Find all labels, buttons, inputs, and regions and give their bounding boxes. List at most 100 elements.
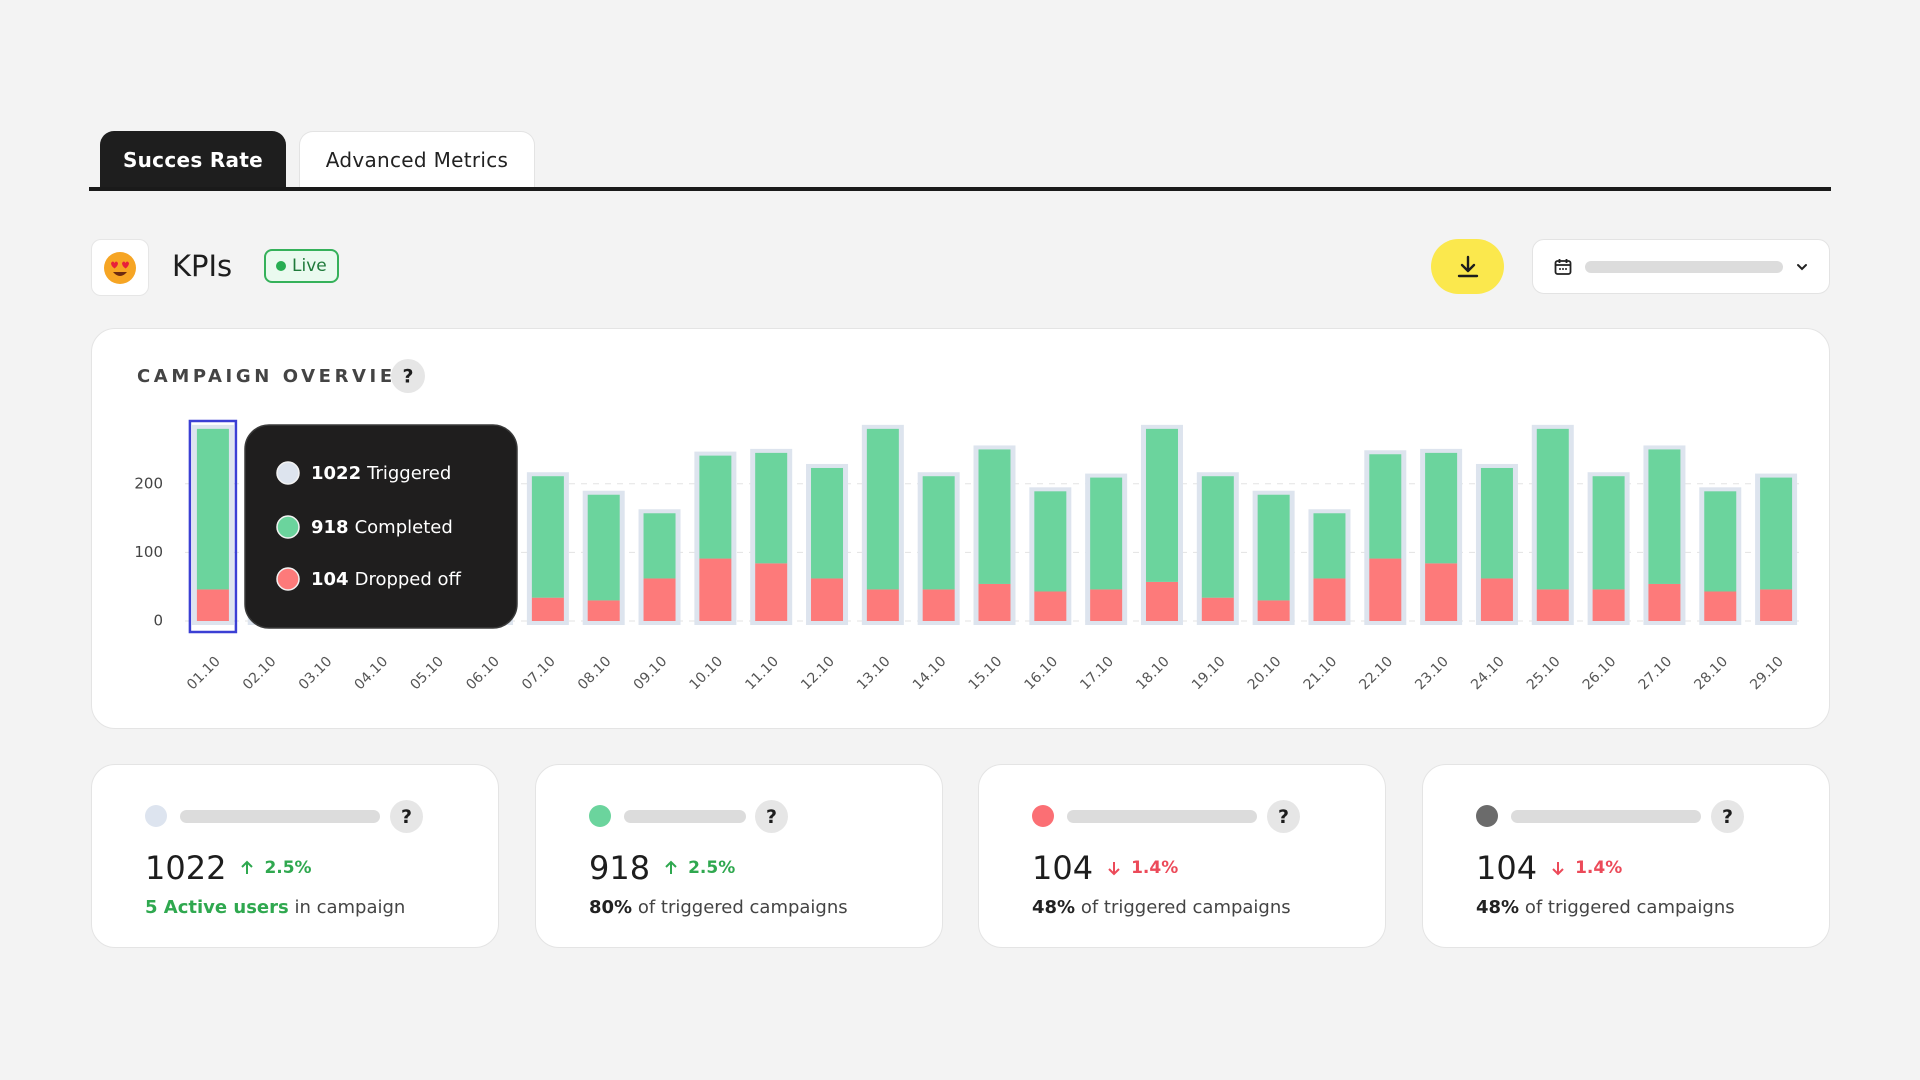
card-change: 1.4% (1131, 858, 1179, 878)
dropped-bar (1480, 578, 1513, 621)
dropped-bar (1201, 597, 1234, 621)
x-tick-label: 10.10 (687, 654, 727, 694)
card-placeholder (624, 810, 746, 823)
completed-bar (1425, 452, 1458, 564)
card-value: 104 (1032, 849, 1094, 887)
chevron-icon (1797, 263, 1807, 270)
completed-bar (1760, 477, 1793, 590)
tooltip-box (244, 424, 518, 629)
x-tick-label: 09.10 (631, 654, 671, 694)
x-tick-label: 28.10 (1691, 654, 1731, 694)
card-placeholder (1067, 810, 1257, 823)
calendar-icon (1554, 258, 1572, 275)
tooltip-value: 918 (311, 517, 349, 538)
kpi-card: ? 918 2.5% 80% of triggered campaigns (535, 764, 943, 948)
tab[interactable]: Advanced Metrics (299, 131, 535, 188)
dropped-bar (755, 563, 788, 621)
x-tick-label: 23.10 (1412, 654, 1452, 694)
card-note: of triggered campaigns (1524, 897, 1735, 918)
dropped-bar (1145, 581, 1178, 621)
completed-bar (1704, 491, 1737, 592)
card-note: of triggered campaigns (637, 897, 848, 918)
completed-bar (1257, 494, 1290, 601)
completed-bar (1592, 476, 1625, 590)
download-button[interactable] (1431, 239, 1504, 294)
card-value: 104 (1476, 849, 1538, 887)
tooltip-dot (276, 515, 300, 539)
page-title: KPIs (172, 249, 233, 283)
kpi-card: ? 104 1.4% 48% of triggered campaigns (978, 764, 1386, 948)
dropped-bar (1648, 583, 1681, 621)
tab[interactable]: Succes Rate (100, 131, 286, 188)
completed-bar (531, 476, 564, 598)
chart-title: CAMPAIGN OVERVIEW (137, 366, 419, 387)
dropped-bar (922, 589, 955, 621)
emoji-icon (91, 239, 149, 296)
card-placeholder (180, 810, 380, 823)
completed-bar (1536, 428, 1569, 590)
card-dot (1476, 805, 1498, 827)
card-note-strong: 5 Active users (145, 897, 289, 918)
x-tick-label: 26.10 (1580, 654, 1620, 694)
tab-underline (89, 187, 1831, 191)
card-value: 918 (589, 849, 651, 887)
x-tick-label: 18.10 (1133, 654, 1173, 694)
x-tick-label: 20.10 (1245, 654, 1285, 694)
help-button[interactable]: ? (1711, 800, 1744, 833)
x-tick-label: 07.10 (519, 654, 559, 694)
x-tick-label: 15.10 (966, 654, 1006, 694)
card-value: 1022 (145, 849, 227, 887)
tooltip-text: 104 Dropped off (311, 569, 462, 590)
x-tick-label: 27.10 (1636, 654, 1676, 694)
x-tick-label: 05.10 (407, 654, 447, 694)
dropped-bar (1034, 591, 1067, 621)
help-button[interactable]: ? (391, 359, 425, 393)
x-tick-label: 25.10 (1524, 654, 1564, 694)
dropped-bar (1760, 589, 1793, 621)
tooltip-value: 104 (311, 569, 349, 590)
completed-bar (811, 467, 844, 579)
date-picker[interactable] (1532, 239, 1830, 294)
badge-text: Live (292, 256, 327, 276)
dropped-bar (587, 600, 620, 621)
completed-bar (1313, 513, 1346, 579)
dropped-bar (699, 558, 732, 621)
help-button[interactable]: ? (390, 800, 423, 833)
help-button[interactable]: ? (1267, 800, 1300, 833)
x-tick-label: 01.10 (184, 654, 224, 694)
completed-bar (922, 476, 955, 590)
completed-bar (866, 428, 899, 590)
x-tick-label: 21.10 (1301, 654, 1341, 694)
dropped-bar (1257, 600, 1290, 621)
tooltip: 1022 Triggered 918 Completed 104 Dropped off (244, 424, 518, 629)
dropped-bar (1536, 589, 1569, 621)
completed-bar (755, 452, 788, 564)
x-tick-label: 19.10 (1189, 654, 1229, 694)
x-tick-label: 08.10 (575, 654, 615, 694)
date-placeholder (1585, 260, 1783, 273)
x-tick-label: 13.10 (854, 654, 894, 694)
card-dot (145, 805, 167, 827)
y-tick-label: 0 (153, 612, 163, 630)
tooltip-value: 1022 (311, 463, 361, 484)
dropped-bar (531, 597, 564, 621)
tooltip-text: 918 Completed (311, 517, 453, 538)
dropped-bar (1592, 589, 1625, 621)
y-tick-label: 200 (134, 474, 163, 492)
tooltip-text: 1022 Triggered (311, 463, 451, 484)
x-tick-label: 02.10 (240, 654, 280, 694)
completed-bar (587, 494, 620, 601)
completed-bar (1648, 449, 1681, 584)
dropped-bar (1704, 591, 1737, 621)
emoji (104, 251, 136, 284)
help-button[interactable]: ? (755, 800, 788, 833)
x-tick-label: 29.10 (1747, 654, 1787, 694)
download-icon (1457, 255, 1478, 277)
card-note-strong: 48% (1476, 897, 1520, 918)
tooltip-label: Completed (355, 517, 453, 538)
svg-text:?: ? (402, 366, 413, 388)
card-note: of triggered campaigns (1080, 897, 1291, 918)
tooltip-label: Dropped off (355, 569, 462, 590)
dropped-bar (978, 583, 1011, 621)
